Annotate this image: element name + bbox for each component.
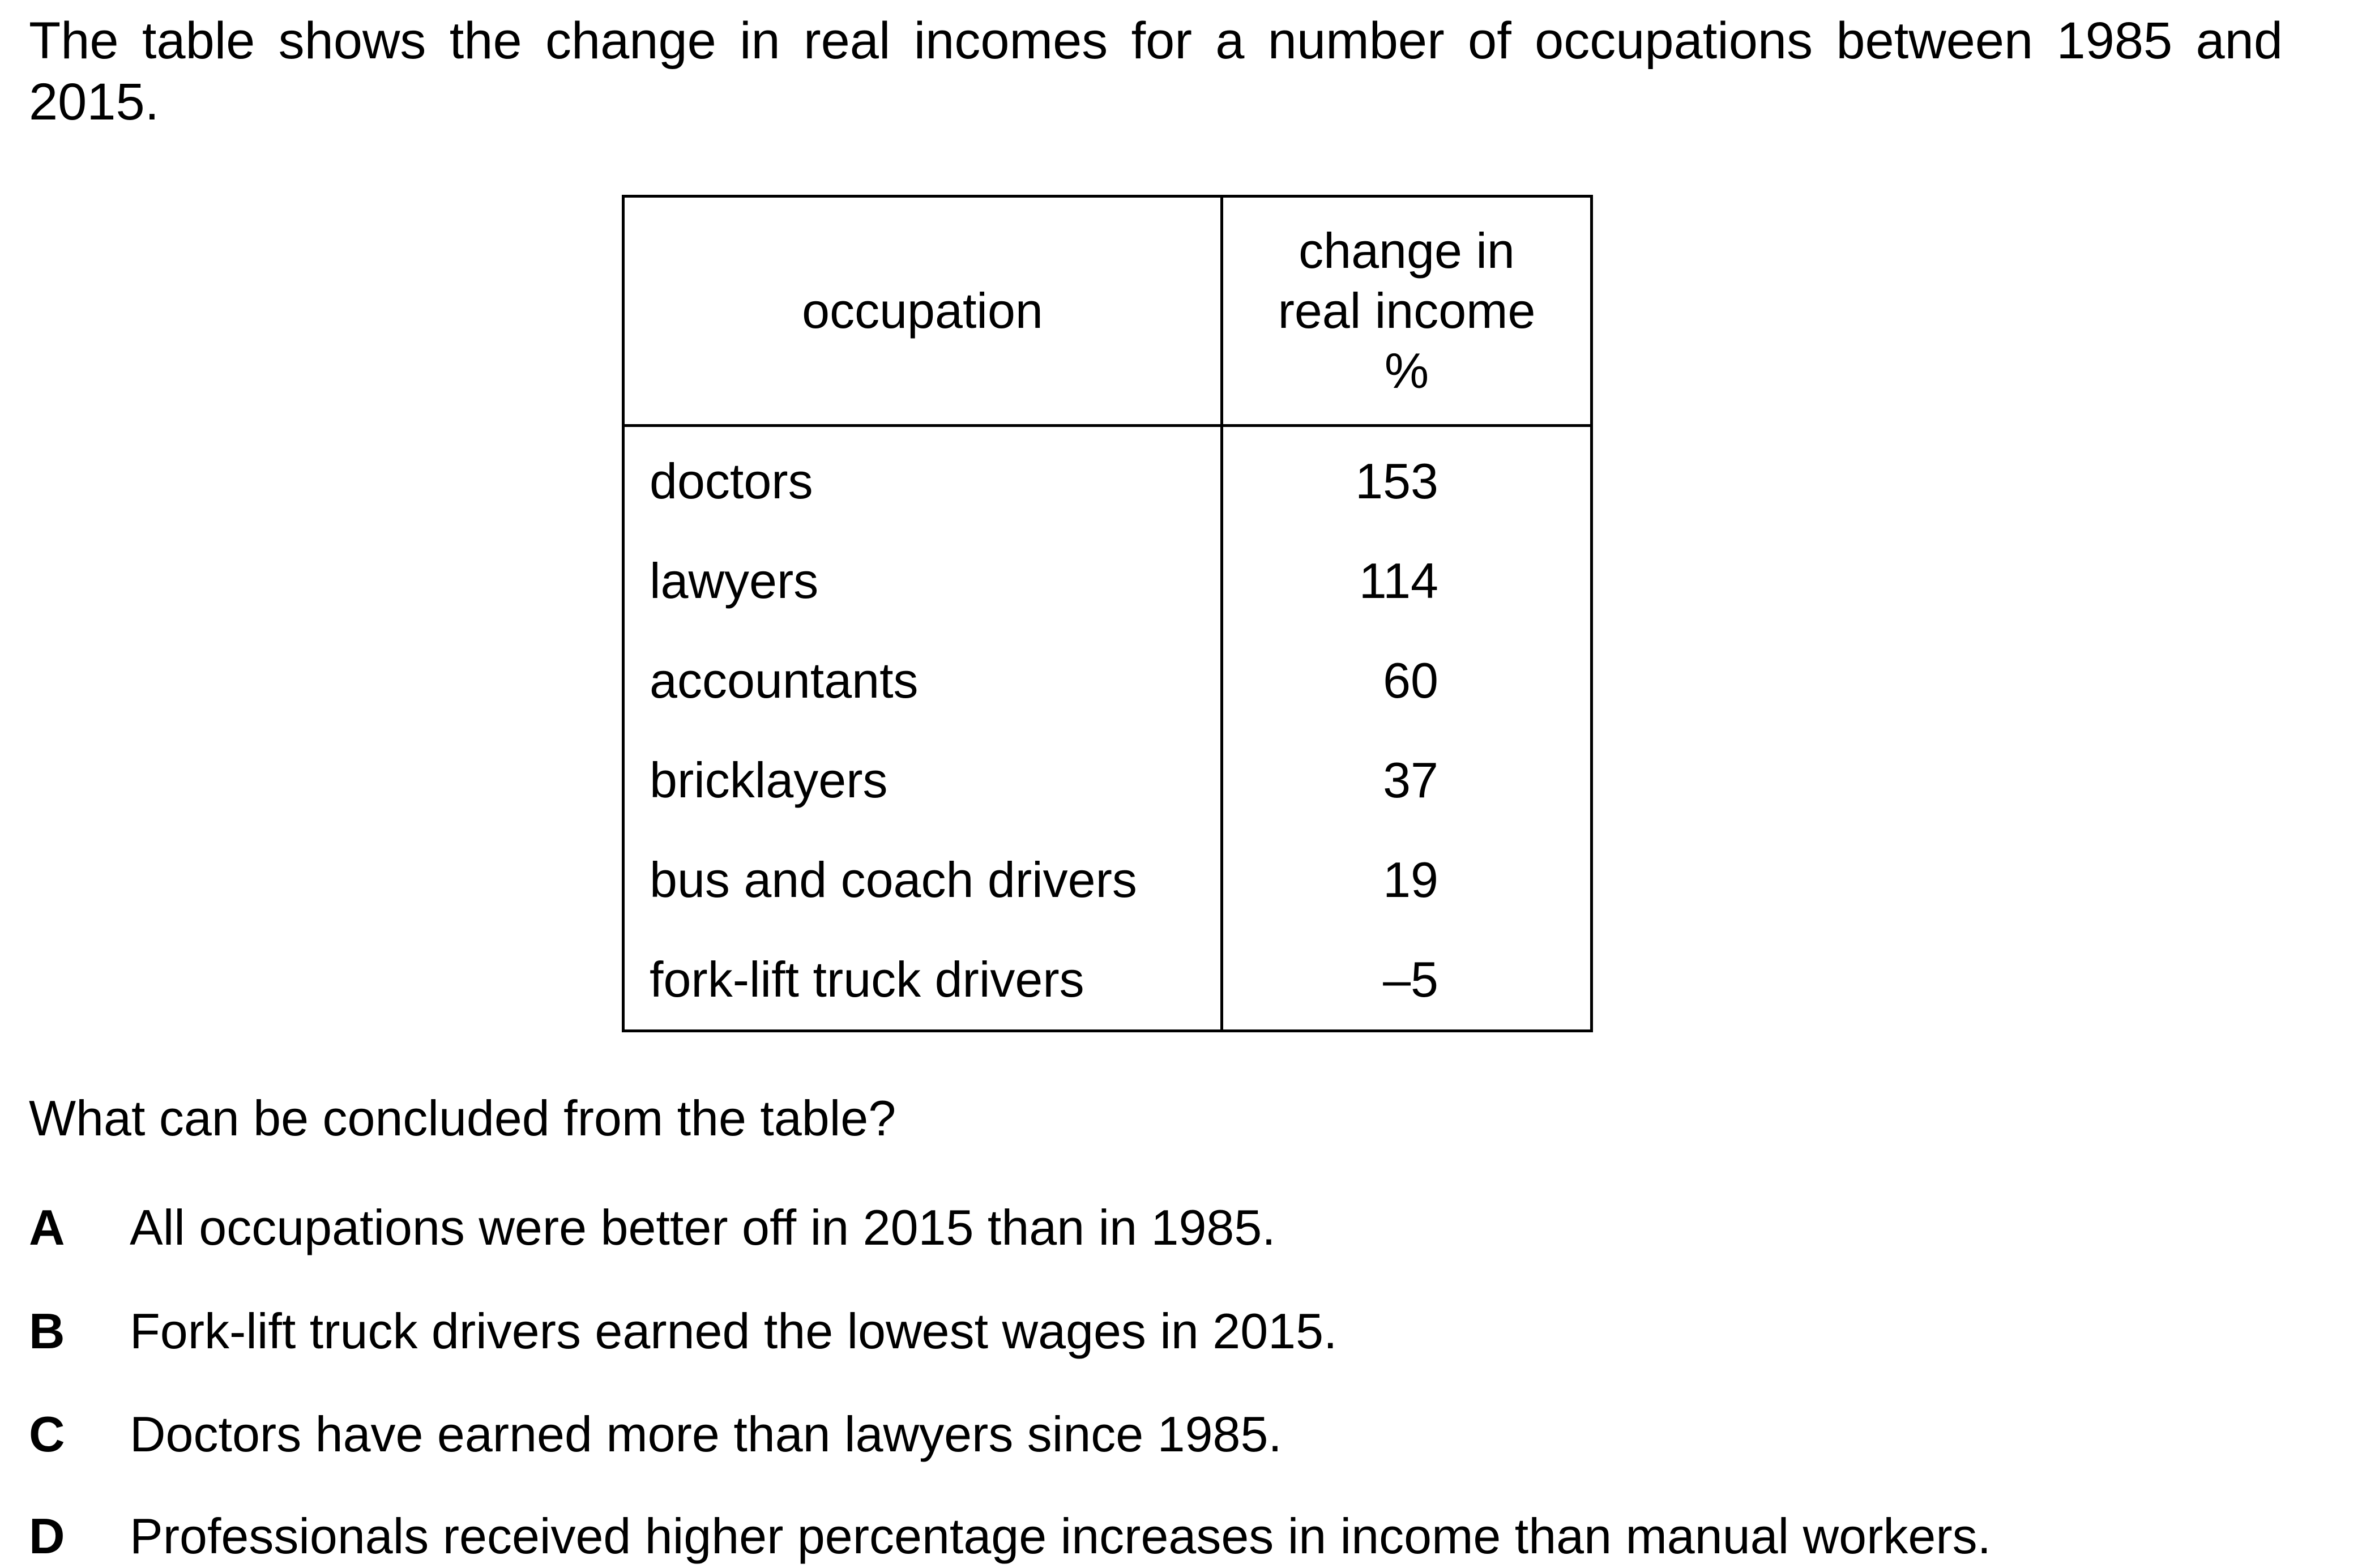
- cell-change: 153: [1220, 425, 1593, 531]
- header-change-line1: change in: [1299, 223, 1515, 279]
- header-change: change in real income %: [1220, 195, 1593, 427]
- option-letter: C: [29, 1406, 65, 1462]
- table-row: lawyers 114: [622, 531, 1593, 631]
- cell-change: 19: [1220, 830, 1593, 930]
- header-change-line3: %: [1384, 343, 1429, 399]
- cell-change: 37: [1220, 730, 1593, 830]
- question-text: What can be concluded from the table?: [29, 1090, 896, 1146]
- option-text: Professionals received higher percentage…: [130, 1508, 1992, 1564]
- header-change-line2: real income: [1278, 283, 1536, 339]
- header-occupation: occupation: [622, 195, 1223, 427]
- cell-change: 114: [1220, 531, 1593, 631]
- table-header-row: occupation change in real income %: [622, 195, 1593, 427]
- option-text: Doctors have earned more than lawyers si…: [130, 1406, 1282, 1462]
- cell-change: 60: [1220, 631, 1593, 730]
- option-letter: B: [29, 1303, 65, 1359]
- table-row: bus and coach drivers 19: [622, 830, 1593, 930]
- cell-occupation: fork-lift truck drivers: [622, 930, 1223, 1032]
- table-row: fork-lift truck drivers –5: [622, 930, 1593, 1032]
- option-text: Fork-lift truck drivers earned the lowes…: [130, 1303, 1338, 1359]
- cell-change: –5: [1220, 930, 1593, 1032]
- cell-occupation: bricklayers: [622, 730, 1223, 830]
- option-text: All occupations were better off in 2015 …: [130, 1199, 1276, 1255]
- option-letter: D: [29, 1508, 65, 1564]
- table-row: accountants 60: [622, 631, 1593, 730]
- cell-occupation: lawyers: [622, 531, 1223, 631]
- option-letter: A: [29, 1199, 65, 1255]
- intro-text: The table shows the change in real incom…: [29, 12, 2283, 131]
- table-row: bricklayers 37: [622, 730, 1593, 830]
- cell-occupation: bus and coach drivers: [622, 830, 1223, 930]
- income-table: occupation change in real income % docto…: [622, 195, 1593, 1032]
- table-row: doctors 153: [622, 425, 1593, 531]
- cell-occupation: accountants: [622, 631, 1223, 730]
- cell-occupation: doctors: [622, 425, 1223, 531]
